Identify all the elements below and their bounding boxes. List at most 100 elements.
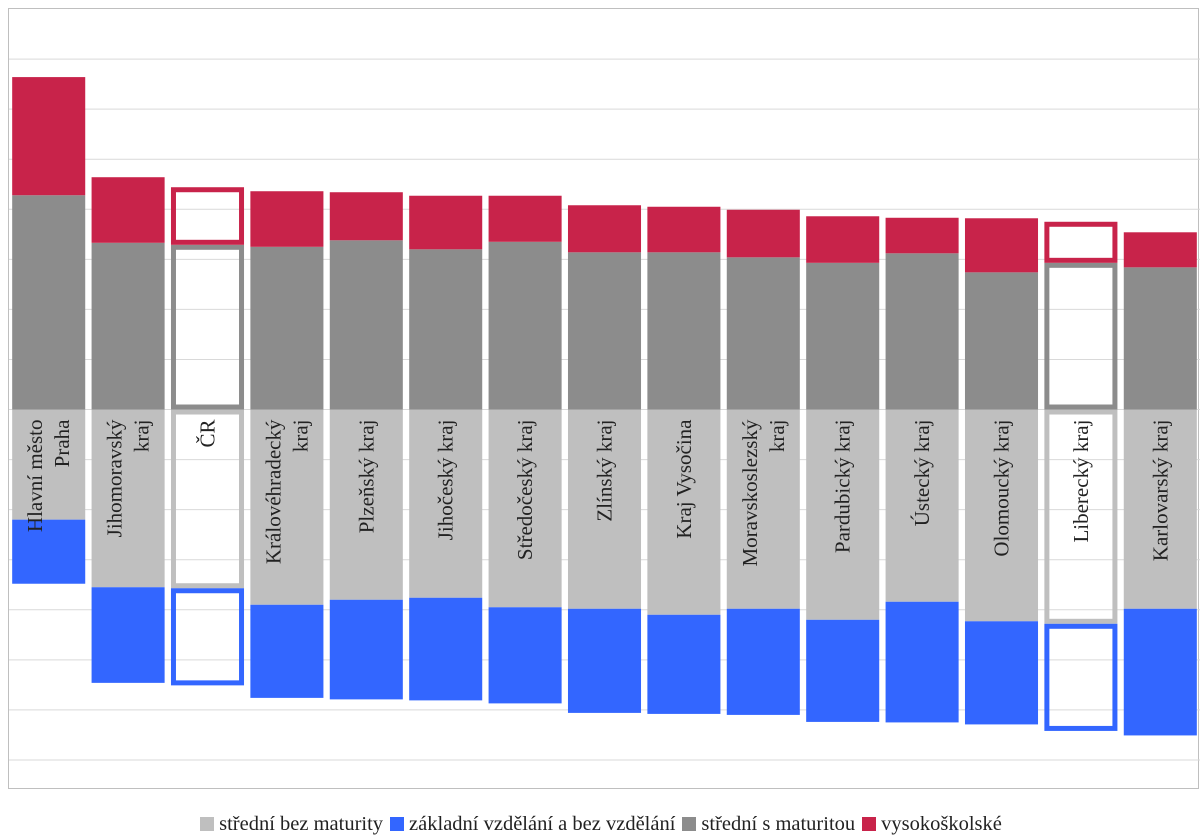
bar-segment: [91, 242, 165, 410]
bar-segment: [12, 77, 86, 196]
bar-segment: [726, 209, 800, 258]
category-label: Hlavní město Praha: [23, 419, 74, 532]
category-label: Jihomoravský kraj: [103, 419, 154, 537]
category-label: Jihočeský kraj: [434, 420, 458, 541]
category-label-line: kraj: [288, 420, 312, 453]
category-label-line: Středočeský kraj: [513, 420, 537, 561]
bar-segment: [170, 244, 245, 410]
category-label: Olomoucký kraj: [990, 420, 1014, 557]
bar-segment: [488, 241, 562, 410]
bar-segment: [1123, 608, 1197, 736]
category-label-line: Kraj Vysočina: [672, 419, 696, 539]
category-label-line: Ústecký kraj: [910, 420, 934, 527]
bar-segment: [885, 409, 959, 602]
category-label: Moravskoslezský kraj: [738, 419, 789, 566]
bar-segment: [806, 262, 880, 410]
legend-item: střední s maturitou: [682, 813, 855, 836]
bar-segment: [409, 249, 483, 410]
bar-segment: [647, 252, 721, 410]
category-label: Zlínský kraj: [593, 420, 617, 522]
bar-segment: [329, 409, 403, 600]
bar-segment: [170, 588, 245, 686]
bar-segment: [964, 218, 1039, 273]
legend-item: základní vzdělání a bez vzdělání: [390, 813, 675, 836]
category-label-line: Olomoucký kraj: [990, 420, 1014, 557]
bar-segment: [409, 597, 483, 701]
bar-segment: [726, 409, 800, 609]
bar-segment: [567, 608, 642, 713]
bar-segment: [726, 608, 800, 715]
category-label-line: Praha: [50, 419, 74, 467]
bar-segment: [1123, 409, 1197, 609]
legend-label: střední s maturitou: [701, 812, 856, 835]
bar-segment: [91, 587, 165, 683]
bar-segment: [964, 409, 1039, 622]
bar-segment: [250, 409, 324, 605]
bar-segment: [726, 257, 800, 410]
legend-item: střední bez maturity: [200, 813, 383, 836]
bar-segment: [806, 619, 880, 722]
category-label-line: Liberecký kraj: [1069, 420, 1093, 543]
bar-segment: [250, 604, 324, 698]
bar-segment: [885, 601, 959, 723]
bar-segment: [964, 621, 1039, 725]
bar-segment: [964, 272, 1039, 410]
bar-segment: [567, 252, 642, 410]
legend: střední bez maturity základní vzdělání a…: [0, 808, 1202, 840]
bar-segment: [12, 519, 86, 584]
bar-segment: [329, 599, 403, 700]
legend-swatch: [862, 817, 877, 831]
bar-segment: [488, 195, 562, 242]
category-label-line: Jihočeský kraj: [434, 420, 458, 541]
category-label: Kraj Vysočina: [672, 419, 696, 539]
legend-swatch: [200, 817, 215, 831]
bar-segment: [647, 614, 721, 714]
bar-segment: [1044, 221, 1118, 263]
category-label: Ústecký kraj: [910, 420, 934, 527]
bar-segment: [1044, 409, 1118, 624]
category-label-line: kraj: [765, 420, 789, 453]
bar-segment: [1123, 267, 1197, 410]
category-label: Královéhradecký kraj: [261, 419, 312, 564]
bar-segment: [329, 192, 403, 241]
bar-segment: [409, 195, 483, 250]
category-label-line: Karlovarský kraj: [1148, 420, 1172, 562]
bar-segment: [329, 240, 403, 410]
bar-segment: [647, 206, 721, 253]
category-label: Karlovarský kraj: [1148, 420, 1172, 562]
legend-label: střední bez maturity: [219, 812, 384, 835]
bar-segment: [409, 409, 483, 598]
bar-segment: [170, 187, 245, 245]
category-label: Pardubický kraj: [831, 420, 855, 554]
category-label-line: kraj: [130, 420, 154, 453]
labels-layer: Hlavní město Praha Jihomoravský kraj ČR Králo…: [23, 419, 1172, 567]
bar-segment: [567, 409, 642, 609]
bar-segment: [567, 205, 642, 253]
bar-segment: [806, 216, 880, 263]
bar-segment: [885, 217, 959, 254]
legend-label: vysokoškolské: [881, 812, 1002, 835]
category-label-line: Jihomoravský: [103, 419, 127, 537]
bar-segment: [1123, 232, 1197, 268]
bar-segment: [488, 607, 562, 704]
chart-svg: Hlavní město Praha Jihomoravský kraj ČR Králo…: [9, 58, 1200, 761]
bars-layer: [12, 77, 1197, 736]
category-label-line: ČR: [196, 420, 220, 448]
bar-segment: [250, 191, 324, 247]
category-label-line: Hlavní město: [23, 420, 47, 533]
bar-segment: [1044, 262, 1118, 410]
category-label: Liberecký kraj: [1069, 420, 1093, 543]
legend-swatch: [682, 817, 697, 831]
bar-segment: [170, 409, 245, 589]
bar-segment: [1044, 623, 1118, 731]
bar-segment: [91, 177, 165, 243]
legend-label: základní vzdělání a bez vzdělání: [409, 812, 676, 835]
category-label-line: Pardubický kraj: [831, 420, 855, 554]
bar-segment: [12, 409, 86, 520]
category-label: ČR: [196, 420, 220, 448]
bar-segment: [12, 195, 86, 410]
bar-segment: [91, 409, 165, 588]
chart-frame: Hlavní město Praha Jihomoravský kraj ČR Králo…: [8, 8, 1200, 789]
category-label-line: Moravskoslezský: [738, 419, 762, 566]
bar-segment: [806, 409, 880, 620]
